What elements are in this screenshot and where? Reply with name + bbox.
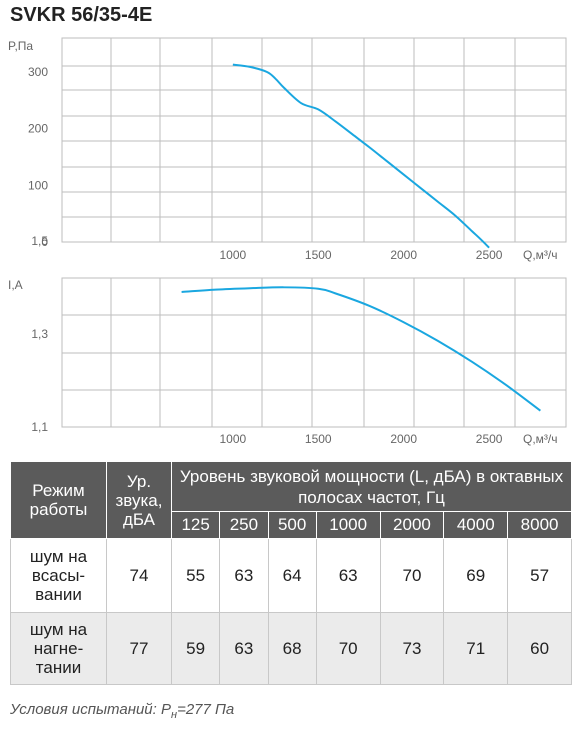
- series-line: [181, 286, 541, 412]
- level-cell: 74: [106, 538, 172, 613]
- x-tick-label: 2500: [476, 248, 503, 262]
- value-cell: 68: [267, 612, 317, 685]
- value-cell: 63: [219, 538, 269, 613]
- value-cell: 63: [315, 538, 381, 613]
- current-chart: 1000 1500 2000 2500 1,1 1,3 1,5 I,A Q,м³/ч: [8, 234, 567, 446]
- level-cell: 77: [106, 612, 172, 685]
- mode-line: шум на: [29, 547, 88, 566]
- y-tick-label: 1,3: [31, 327, 48, 341]
- value-cell: 60: [507, 612, 572, 685]
- x-tick-label: 1000: [219, 432, 246, 446]
- x-tick-label: 2000: [390, 432, 417, 446]
- pressure-chart: 1000 1500 2000 2500 0 100 200 300 P,Па Q,м³/ч: [8, 37, 567, 262]
- value-cell: 73: [379, 612, 445, 685]
- test-conditions: Условия испытаний: Pн=277 Па: [10, 701, 234, 721]
- y-tick-label: 1,1: [31, 420, 48, 434]
- y-tick-label: 200: [28, 122, 48, 136]
- table-row: шум на всасы-вании 74 55 63 64 63 70 69 57: [10, 538, 572, 613]
- power-header: Уровень звуковой мощности (L, дБА) в окт…: [171, 461, 572, 512]
- value-cell: 55: [170, 538, 221, 613]
- mode-cell: шум на нагне-тании: [10, 612, 107, 685]
- x-axis-label: Q,м³/ч: [523, 248, 558, 262]
- y-tick-label: 100: [28, 178, 48, 192]
- y-tick-label: 300: [28, 65, 48, 79]
- series-line: [232, 63, 490, 249]
- frequency-header: 2000: [379, 511, 445, 539]
- frequency-header: 1000: [315, 511, 381, 539]
- mode-header: Режим работы: [10, 461, 107, 539]
- level-header: Ур. звука, дБА: [106, 461, 172, 539]
- table-row: шум на нагне-тании 77 59 63 68 70 73 71 60: [10, 612, 572, 685]
- value-cell: 59: [170, 612, 221, 685]
- x-tick-label: 1500: [305, 248, 332, 262]
- x-tick-label: 1500: [305, 432, 332, 446]
- conditions-prefix: Условия испытаний: P: [10, 701, 171, 718]
- y-axis-label: P,Па: [8, 39, 33, 53]
- x-tick-label: 2000: [390, 248, 417, 262]
- value-cell: 71: [443, 612, 509, 685]
- value-cell: 64: [267, 538, 317, 613]
- conditions-suffix: =277 Па: [177, 701, 235, 718]
- value-cell: 57: [507, 538, 572, 613]
- y-axis-label: I,A: [8, 278, 23, 292]
- y-tick-label: 1,5: [31, 234, 48, 248]
- value-cell: 70: [379, 538, 445, 613]
- mode-line: всасы-: [31, 566, 86, 585]
- frequency-header: 4000: [443, 511, 509, 539]
- mode-line: тании: [35, 658, 82, 677]
- value-cell: 70: [315, 612, 381, 685]
- mode-line: вании: [35, 585, 82, 604]
- conditions-sub: н: [171, 709, 178, 721]
- frequency-row: 125 250 500 1000 2000 4000 8000: [11, 511, 572, 539]
- y-tick-label: 0: [41, 235, 48, 249]
- frequency-header: 250: [219, 511, 269, 539]
- value-cell: 63: [219, 612, 269, 685]
- x-tick-label: 2500: [476, 432, 503, 446]
- mode-line: нагне-: [33, 639, 84, 658]
- x-axis-label: Q,м³/ч: [523, 432, 558, 446]
- sound-table: Режим работы Ур. звука, дБА Уровень звук…: [10, 461, 572, 685]
- x-tick-label: 1000: [219, 248, 246, 262]
- mode-cell: шум на всасы-вании: [10, 538, 107, 613]
- chart-title: SVKR 56/35-4E: [10, 4, 153, 26]
- value-cell: 69: [443, 538, 509, 613]
- frequency-header: 125: [170, 511, 221, 539]
- frequency-header: 8000: [507, 511, 572, 539]
- mode-line: шум на: [29, 620, 88, 639]
- frequency-header: 500: [267, 511, 317, 539]
